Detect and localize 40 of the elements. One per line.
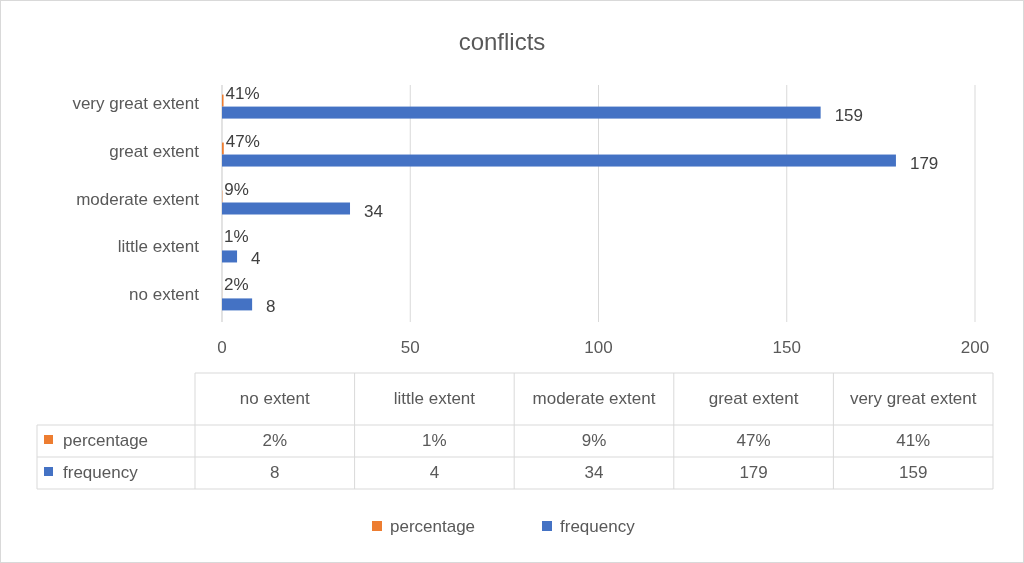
x-tick-label: 200 [960,338,990,357]
x-tick-label: 0 [217,338,227,357]
x-tick-label: 100 [584,338,613,357]
data-label: 9% [224,179,249,199]
y-tick-label: great extent [109,141,200,161]
category-label: very great extent [849,389,977,408]
text: 34 [584,463,604,482]
chart-title: conflicts [458,28,546,55]
text: frequency [560,517,635,536]
x-tick-label: 150 [772,338,801,357]
data-label: 47% [225,131,260,151]
data-label: 34 [364,201,383,221]
y-tick-label: moderate extent [76,189,200,209]
text: 9% [581,431,607,450]
text: 179 [739,463,768,482]
y-tick-label: little extent [117,237,200,257]
data-label: 1% [224,227,249,247]
y-tick-label: very great extent [72,93,200,113]
data-label: 4 [251,249,261,269]
data-label: 8 [266,297,276,317]
text: percentage [390,517,476,536]
text: 1% [422,431,447,450]
category-label: no extent [239,389,310,408]
category-label: great extent [708,389,799,408]
text: 159 [899,463,928,482]
text: 47% [736,431,771,450]
data-label: 179 [909,153,939,173]
data-label: 41% [225,83,260,103]
x-tick-label: 50 [400,338,420,357]
legend-label: percentage [63,431,149,450]
legend-label: frequency [63,463,139,482]
text: 2% [262,431,288,450]
category-label: moderate extent [532,389,656,408]
text: 8 [270,463,280,482]
y-tick-label: no extent [129,285,200,305]
data-label: 159 [834,105,864,125]
category-label: little extent [393,389,476,408]
text: 4 [429,463,440,482]
text: 41% [896,431,931,450]
data-label: 2% [224,275,249,295]
